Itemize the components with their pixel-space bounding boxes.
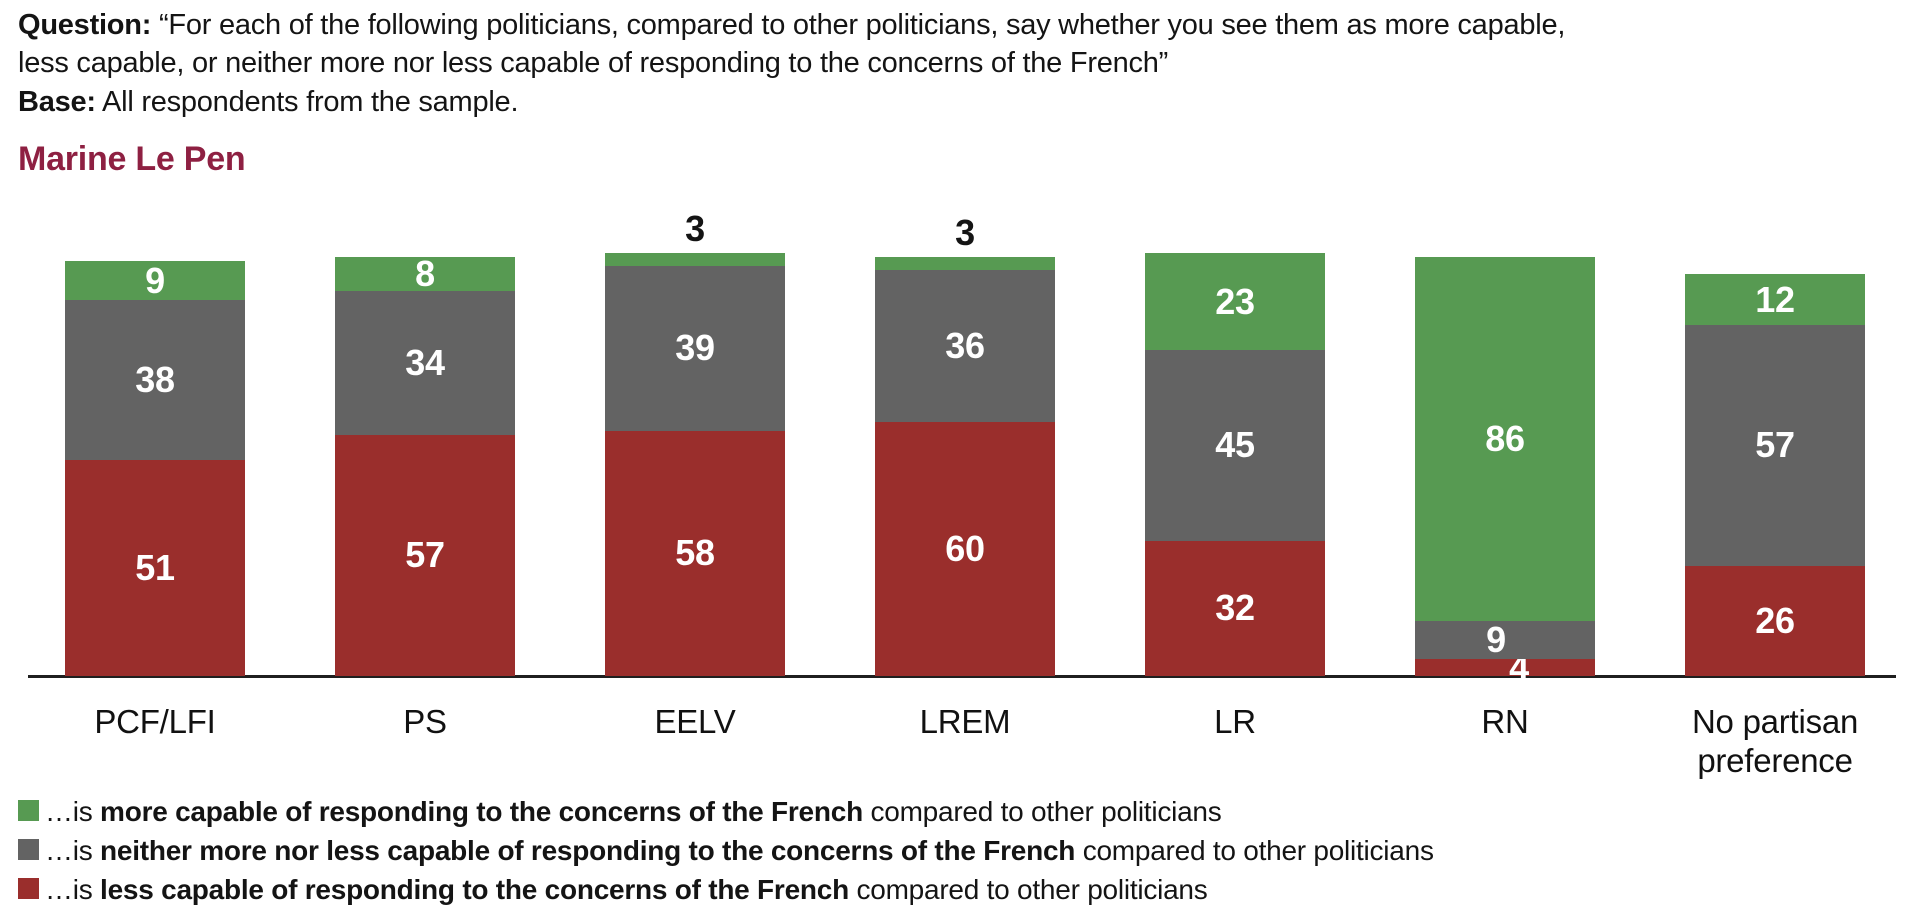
category-label-3: EELV [654, 703, 736, 740]
bar-segment-more-3 [605, 253, 785, 266]
question-label: Question: [18, 9, 152, 41]
bar-segment-less-7: 26 [1685, 566, 1865, 676]
legend-text-more-capable: …is more capable of responding to the co… [45, 796, 1222, 827]
category-label-2: PS [403, 703, 447, 740]
question-line-2: less capable, or neither more nor less c… [18, 47, 1169, 79]
bar-segment-more-4 [875, 257, 1055, 270]
bar-segment-neither-2: 34 [335, 291, 515, 435]
value-label-neither-4: 36 [945, 325, 985, 367]
value-label-neither-3: 39 [675, 327, 715, 369]
value-label-more-1: 9 [145, 259, 165, 301]
bar-segment-more-5: 23 [1145, 253, 1325, 351]
value-label-less-4: 60 [945, 528, 985, 570]
chart-legend: …is more capable of responding to the co… [18, 797, 1434, 914]
category-label-5: LR [1214, 703, 1256, 740]
bar-segment-neither-5: 45 [1145, 350, 1325, 541]
bar-segment-more-7: 12 [1685, 274, 1865, 325]
question-line-1: “For each of the following politicians, … [159, 9, 1566, 41]
survey-question-text: Question: “For each of the following pol… [18, 6, 1565, 82]
value-label-less-7: 26 [1755, 600, 1795, 642]
bar-segment-more-2: 8 [335, 253, 515, 295]
category-label-7: No partisan preference [1691, 703, 1859, 779]
survey-base-text: Base: All respondents from the sample. [18, 84, 519, 120]
legend-item-more-capable: …is more capable of responding to the co… [18, 797, 1434, 826]
bar-segment-neither-4: 36 [875, 269, 1055, 423]
value-label-less-2: 57 [405, 534, 445, 576]
value-label-less-1: 51 [135, 547, 175, 589]
legend-swatch-green-icon [18, 800, 39, 821]
category-label-1: PCF/LFI [94, 703, 216, 740]
bar-segment-less-6: 4 [1415, 649, 1595, 685]
bar-segment-neither-1: 38 [65, 299, 245, 461]
value-label-outside-3: 3 [685, 208, 705, 249]
value-label-neither-5: 45 [1215, 424, 1255, 466]
bar-segment-less-3: 58 [605, 430, 785, 676]
bar-segment-less-1: 51 [65, 460, 245, 676]
base-value: All respondents from the sample. [102, 86, 519, 118]
legend-item-neither-capable: …is neither more nor less capable of res… [18, 836, 1434, 865]
bar-segment-neither-3: 39 [605, 265, 785, 431]
category-label-6: RN [1481, 703, 1529, 740]
value-label-neither-6: 9 [1486, 619, 1506, 661]
chart-title: Marine Le Pen [18, 140, 246, 178]
base-label: Base: [18, 86, 96, 118]
value-label-neither-7: 57 [1755, 424, 1795, 466]
x-axis-line [28, 675, 1896, 678]
value-label-less-5: 32 [1215, 587, 1255, 629]
legend-item-less-capable: …is less capable of responding to the co… [18, 875, 1434, 904]
value-label-less-3: 58 [675, 532, 715, 574]
bar-segment-less-4: 60 [875, 422, 1055, 676]
value-label-more-6: 86 [1485, 418, 1525, 460]
value-label-neither-2: 34 [405, 341, 445, 383]
category-label-4: LREM [919, 703, 1011, 740]
legend-swatch-red-icon [18, 878, 39, 899]
bar-segment-neither-7: 57 [1685, 324, 1865, 567]
value-label-more-5: 23 [1215, 280, 1255, 322]
bar-segment-more-1: 9 [65, 259, 245, 301]
legend-text-less-capable: …is less capable of responding to the co… [45, 874, 1208, 905]
value-label-neither-1: 38 [135, 358, 175, 400]
value-label-more-2: 8 [415, 253, 435, 295]
bar-segment-more-6: 86 [1415, 257, 1595, 622]
bar-segment-less-5: 32 [1145, 540, 1325, 676]
bar-segment-less-2: 57 [335, 434, 515, 676]
bar-segment-neither-6: 9 [1415, 619, 1595, 661]
value-label-outside-4: 3 [955, 212, 975, 254]
legend-swatch-gray-icon [18, 839, 39, 860]
legend-text-neither-capable: …is neither more nor less capable of res… [45, 835, 1434, 866]
value-label-more-7: 12 [1755, 278, 1795, 320]
